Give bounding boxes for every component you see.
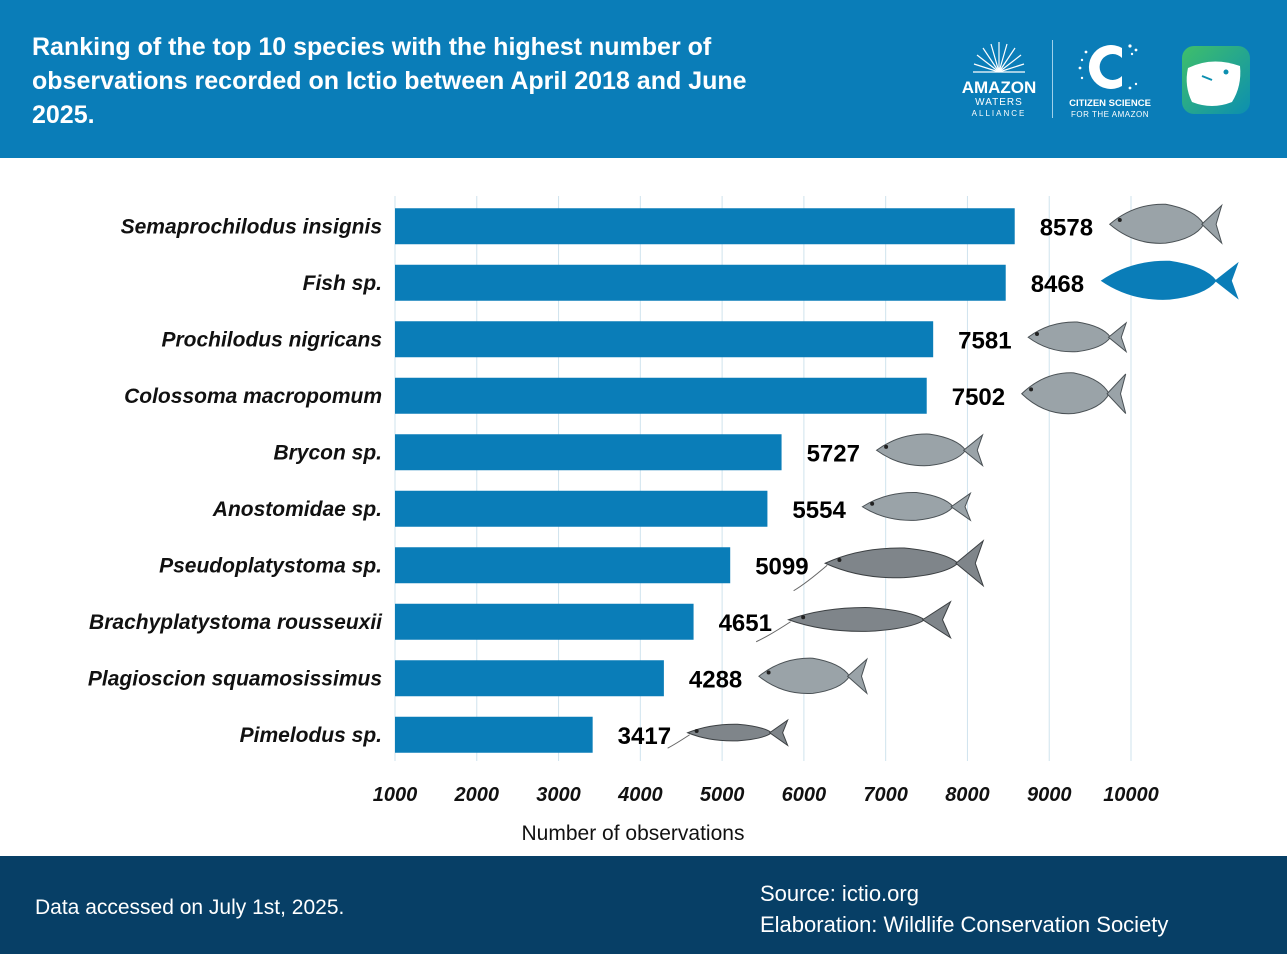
category-label: Anostomidae sp.	[212, 498, 382, 521]
data-label: 7502	[952, 384, 1005, 411]
x-tick-label: 2000	[454, 784, 500, 806]
bar	[395, 716, 593, 753]
ictio-app-icon	[1182, 46, 1250, 114]
x-tick-label: 9000	[1027, 784, 1072, 806]
header: Ranking of the top 10 species with the h…	[0, 0, 1287, 158]
x-tick-label: 10000	[1103, 784, 1159, 806]
data-label: 7581	[958, 327, 1011, 354]
category-label: Plagioscion squamosissimus	[88, 667, 382, 690]
bar	[395, 434, 782, 471]
data-label: 5727	[807, 440, 860, 467]
fish-icon	[758, 657, 868, 695]
data-label: 3417	[618, 723, 671, 750]
sunburst-icon	[973, 42, 1025, 73]
catfish-icon	[667, 718, 789, 749]
data-label: 8468	[1031, 271, 1084, 298]
chart-area: 1000 2000 3000 4000 5000 6000 7000 8000 9000 1000…	[0, 158, 1287, 856]
logo-cs-line1: CITIZEN SCIENCE	[1069, 98, 1151, 109]
x-tick-label: 4000	[617, 784, 663, 806]
footer: Data accessed on July 1st, 2025. Source:…	[0, 856, 1287, 954]
x-tick-label: 8000	[945, 784, 990, 806]
logo-cs-line2: FOR THE AMAZON	[1071, 110, 1149, 119]
bar	[395, 660, 664, 697]
x-tick-label: 1000	[373, 784, 418, 806]
logo-aw-line3: ALLIANCE	[972, 109, 1027, 118]
amazon-waters-logo: AMAZON WATERS ALLIANCE	[962, 42, 1037, 118]
data-accessed-note: Data accessed on July 1st, 2025.	[35, 896, 345, 919]
bar	[395, 377, 927, 414]
category-label: Prochilodus nigricans	[161, 328, 382, 351]
category-label: Colossoma macropomum	[124, 385, 382, 408]
logo-divider	[1052, 40, 1053, 118]
bar	[395, 264, 1006, 301]
fish-silhouette-icon	[1100, 260, 1239, 300]
fish-icon	[1108, 203, 1223, 245]
data-label: 5554	[792, 497, 846, 524]
x-tick-label: 5000	[700, 784, 745, 806]
fish-icon	[1027, 321, 1128, 354]
category-label: Semaprochilodus insignis	[121, 215, 382, 238]
category-label: Brachyplatystoma rousseuxii	[89, 611, 383, 634]
bar	[395, 208, 1015, 245]
bar-chart: 1000 2000 3000 4000 5000 6000 7000 8000 9000 1000…	[88, 196, 1239, 845]
x-tick-label: 3000	[536, 784, 581, 806]
source-text: Source: ictio.org	[760, 881, 919, 906]
source-block: Source: ictio.org Elaboration: Wildlife …	[760, 878, 1168, 940]
bar	[395, 321, 934, 358]
category-label: Fish sp.	[303, 272, 382, 295]
category-label: Brycon sp.	[273, 441, 382, 464]
chart-title: Ranking of the top 10 species with the h…	[32, 33, 747, 129]
dotted-c-icon	[1078, 44, 1138, 90]
fish-icon	[875, 433, 984, 468]
catfish-icon	[755, 600, 952, 643]
elaboration-text: Elaboration: Wildlife Conservation Socie…	[760, 912, 1169, 937]
bar	[395, 603, 694, 640]
category-label: Pseudoplatystoma sp.	[159, 554, 382, 577]
logo-aw-line2: WATERS	[975, 97, 1023, 108]
citizen-science-logo: CITIZEN SCIENCE FOR THE AMAZON	[1069, 44, 1151, 119]
data-label: 5099	[755, 553, 808, 580]
data-label: 4651	[719, 610, 772, 637]
fish-icon	[1020, 372, 1127, 415]
data-label: 4288	[689, 666, 742, 693]
x-tick-label: 7000	[863, 784, 908, 806]
x-tick-label: 6000	[782, 784, 827, 806]
bar	[395, 547, 731, 584]
x-axis-label: Number of observations	[522, 822, 745, 845]
logo-aw-line1: AMAZON	[962, 78, 1037, 97]
catfish-icon	[793, 539, 985, 592]
bar	[395, 490, 768, 527]
fish-icon	[861, 491, 972, 522]
category-label: Pimelodus sp.	[240, 724, 382, 747]
data-label: 8578	[1040, 214, 1093, 241]
